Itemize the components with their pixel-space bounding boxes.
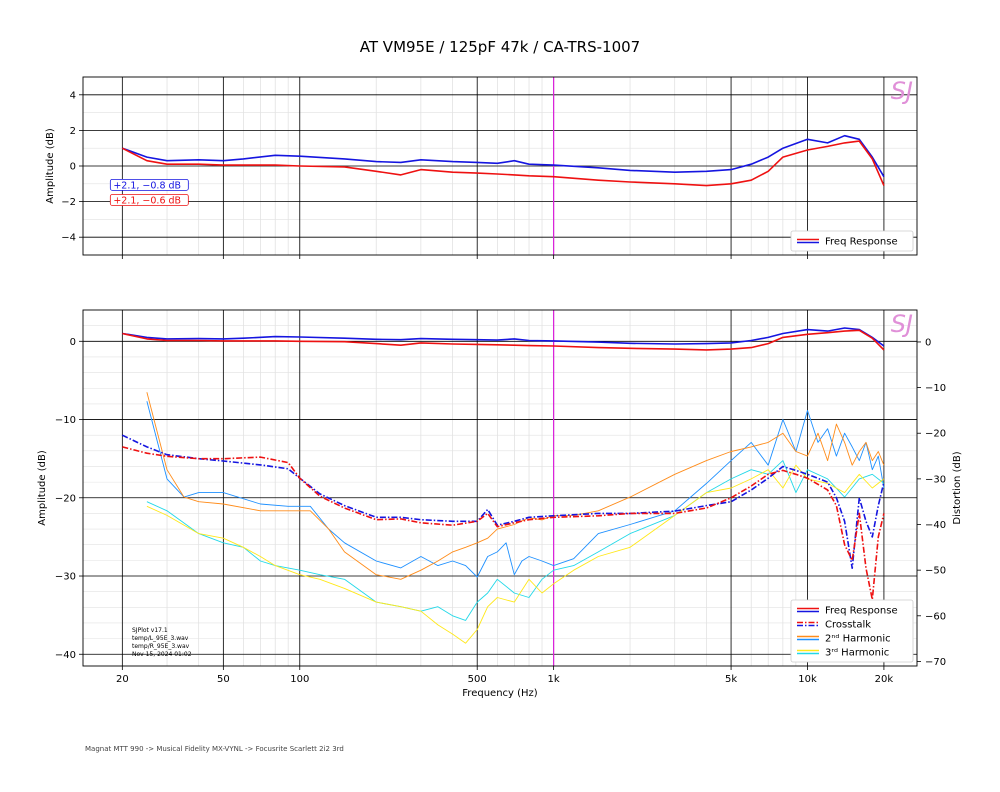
x-tick-label: 5k [725,674,737,685]
y2-tick-label: −60 [925,611,946,622]
left-3rd-harmonic-line [146,460,885,621]
y-tick-label: 2 [70,126,76,137]
x-tick-label: 50 [217,674,230,685]
right-2nd-harmonic-line [146,392,885,580]
legend-entry-1: Freq Response [825,606,898,617]
x-tick-label: 10k [798,674,817,685]
annotation-1: +2.1, −0.8 dB [113,180,181,191]
legend-box [790,599,914,663]
annotation-2: +2.1, −0.6 dB [113,195,181,206]
info-line-1: SJPlot v17.1 [132,627,168,634]
info-line-3: temp/R_95E_3.wav [132,643,190,650]
x-tick-label: 20k [875,674,894,685]
footer-text: Magnat MTT 990 -> Musical Fidelity MX-VY… [85,745,344,753]
legend-entry-3: 2ⁿᵈ Harmonic [825,634,891,645]
left-2nd-harmonic-line [146,401,885,578]
y2-tick-label: −50 [925,566,946,577]
y2-tick-label: −20 [925,429,946,440]
y2-tick-label: 0 [925,337,931,348]
watermark-logo: SJ [891,77,913,105]
x-tick-label: 20 [116,674,129,685]
y-tick-label: 0 [70,162,76,173]
y-tick-label: −30 [55,572,76,583]
annotation-box [109,178,189,191]
legend-box [790,230,914,252]
bottom-panel: 0 −10 −20 −30 −40 20 50 100 500 1k 5k 10k 20k 0 −10 −20… [55,309,946,685]
bottom-y-axis-label: Amplitude (dB) [37,450,48,526]
x-tick-label: 100 [290,674,309,685]
y-tick-label: −2 [61,197,76,208]
y2-tick-label: −70 [925,657,946,668]
top-panel: 4 2 0 −2 −4 +2.1, −0.8 dB +2.1, −0.6 dB SJ Freq … [61,76,918,259]
left-freq-response-line [122,134,885,178]
watermark-logo: SJ [891,310,913,338]
left-crosstalk-line [121,434,885,569]
y2-tick-label: −10 [925,383,946,394]
info-line-2: temp/L_95E_3.wav [132,635,189,642]
legend-entry-2: Crosstalk [825,620,871,631]
y-tick-label: −10 [55,415,76,426]
y2-tick-label: −40 [925,520,946,531]
bottom-plot-frame [82,309,918,667]
right-crosstalk-line [122,446,885,601]
right-3rd-harmonic-line [146,464,885,644]
figure-title: AT VM95E / 125pF 47k / CA-TRS-1007 [360,38,640,56]
y-tick-label: −40 [55,650,76,661]
y-tick-label: −4 [61,233,76,244]
right-freq-response-line [122,329,885,351]
annotation-box [109,194,189,206]
x-tick-label: 500 [468,674,487,685]
bottom-x-axis-label: Frequency (Hz) [462,688,538,699]
left-freq-response-line [122,327,885,347]
y-tick-label: 4 [70,90,76,101]
bottom-y2-axis-label: Distortion (dB) [952,451,963,524]
y-tick-label: −20 [55,493,76,504]
right-freq-response-line [121,140,885,187]
top-y-axis-label: Amplitude (dB) [45,128,56,204]
y-tick-label: 0 [70,337,76,348]
y2-tick-label: −30 [925,474,946,485]
info-line-4: Nov 15, 2024 01:02 [132,651,192,658]
x-tick-label: 1k [548,674,560,685]
top-plot-frame [82,76,918,256]
legend-entry-4: 3ʳᵈ Harmonic [825,648,889,659]
legend-entry-1: Freq Response [825,237,898,248]
